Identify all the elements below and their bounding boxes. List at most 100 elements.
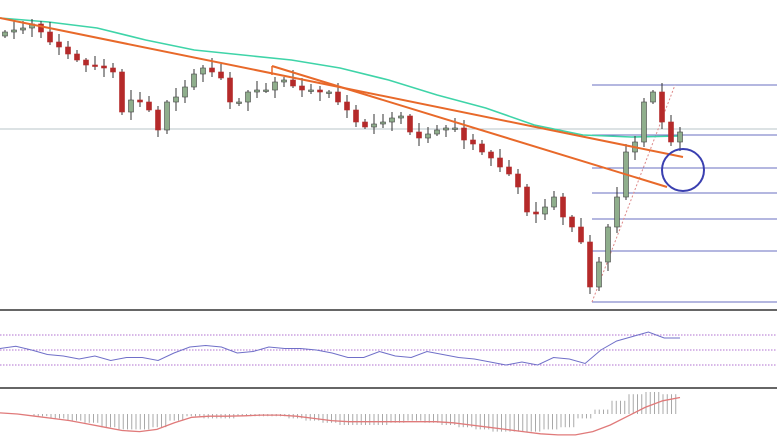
candle-body <box>137 99 143 103</box>
candle-body <box>371 123 377 128</box>
candle <box>434 125 440 136</box>
candle <box>317 86 323 101</box>
candle-body <box>299 85 305 91</box>
candle-body <box>182 86 188 98</box>
candle <box>407 114 413 135</box>
candle-body <box>335 91 341 103</box>
candle-body <box>254 89 260 93</box>
candle-body <box>524 186 530 213</box>
candle-body <box>281 79 287 83</box>
candle <box>380 114 386 128</box>
candle-body <box>56 41 62 48</box>
candle <box>353 105 359 127</box>
candle-body <box>362 121 368 128</box>
candle-body <box>308 89 314 92</box>
candle <box>362 119 368 129</box>
candle <box>614 187 620 233</box>
candle-body <box>416 131 422 139</box>
candle <box>344 95 350 118</box>
candle <box>578 218 584 244</box>
candle <box>281 77 287 87</box>
candle-body <box>227 77 233 103</box>
candle <box>443 125 449 137</box>
candle <box>245 90 251 111</box>
candle-body <box>497 157 503 168</box>
candle-body <box>488 151 494 159</box>
candle <box>2 30 8 38</box>
candle <box>425 127 431 143</box>
candle <box>560 193 566 225</box>
candle <box>677 127 683 151</box>
candle-body <box>83 59 89 66</box>
candle <box>11 21 17 39</box>
candle <box>551 191 557 210</box>
candle <box>119 69 125 115</box>
candle <box>479 140 485 155</box>
candle <box>272 77 278 98</box>
candle <box>74 50 80 62</box>
candle-body <box>2 31 8 37</box>
moving-average-line <box>0 17 681 138</box>
candle-body <box>11 29 17 33</box>
candle-body <box>641 101 647 143</box>
price-panel <box>0 17 777 303</box>
candle-body <box>569 216 575 228</box>
candle <box>47 22 53 45</box>
candle-body <box>650 91 656 103</box>
candle <box>542 199 548 220</box>
rsi-panel <box>0 331 777 366</box>
candle <box>101 59 107 77</box>
candle-body <box>398 115 404 119</box>
candle-body <box>668 121 674 143</box>
candle <box>470 134 476 150</box>
candle <box>416 123 422 146</box>
candle <box>524 184 530 216</box>
candle-body <box>596 261 602 288</box>
trend-line-2 <box>271 65 668 188</box>
candle <box>389 112 395 131</box>
candle-body <box>110 67 116 73</box>
candle-body <box>389 117 395 123</box>
candle <box>506 160 512 176</box>
candle <box>56 34 62 55</box>
candle <box>236 98 242 106</box>
candle <box>488 150 494 166</box>
candle-body <box>479 143 485 153</box>
candle <box>398 112 404 124</box>
candle <box>218 64 224 80</box>
candle-body <box>506 166 512 175</box>
candle <box>227 72 233 109</box>
candle <box>128 90 134 120</box>
candle <box>92 56 98 70</box>
candle-body <box>614 196 620 228</box>
candle <box>263 83 269 93</box>
candle <box>29 19 35 37</box>
candle <box>623 144 629 200</box>
candle-body <box>452 127 458 130</box>
candle-body <box>353 109 359 123</box>
candle-body <box>434 129 440 135</box>
candle <box>110 63 116 78</box>
candle-body <box>209 67 215 73</box>
candle <box>659 83 665 129</box>
candle-body <box>407 115 413 133</box>
macd-signal-line <box>0 396 681 436</box>
candle-body <box>326 91 332 94</box>
candle <box>254 81 260 98</box>
candle <box>668 115 674 146</box>
candle-body <box>317 89 323 93</box>
candle-body <box>101 65 107 69</box>
candle-body <box>218 71 224 79</box>
candle <box>83 58 89 72</box>
candle-body <box>425 133 431 139</box>
candle-body <box>146 101 152 111</box>
macd-panel <box>0 392 681 436</box>
candle-body <box>20 27 26 31</box>
candle <box>137 92 143 107</box>
candle <box>650 90 656 104</box>
candle <box>155 106 161 137</box>
candle-body <box>128 99 134 113</box>
candle-body <box>92 64 98 67</box>
candle-body <box>290 79 296 87</box>
